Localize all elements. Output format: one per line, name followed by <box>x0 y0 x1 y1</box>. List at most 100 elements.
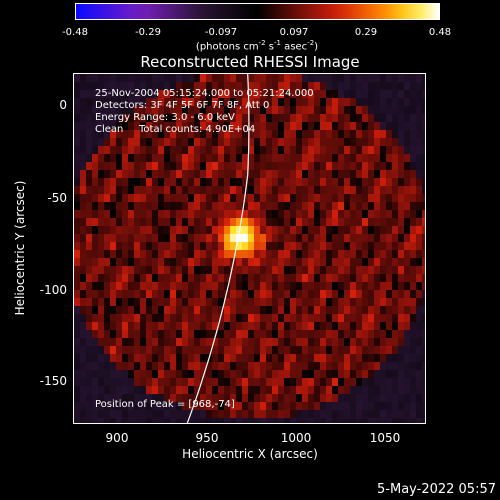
heatmap-cell <box>374 186 381 195</box>
heatmap-cell <box>266 250 273 259</box>
heatmap-cell <box>338 306 345 315</box>
heatmap-cell <box>230 210 237 219</box>
heatmap-cell <box>254 290 261 299</box>
heatmap-cell <box>170 178 177 187</box>
heatmap-cell <box>398 162 405 171</box>
heatmap-cell <box>110 394 117 403</box>
heatmap-cell <box>314 114 321 123</box>
heatmap-cell <box>128 298 135 307</box>
heatmap-cell <box>116 258 123 267</box>
heatmap-cell <box>296 282 303 291</box>
heatmap-cell <box>290 274 297 283</box>
heatmap-cell <box>380 74 387 83</box>
heatmap-cell <box>296 362 303 371</box>
heatmap-cell <box>200 210 207 219</box>
heatmap-cell <box>338 130 345 139</box>
heatmap-cell <box>332 258 339 267</box>
heatmap-cell <box>224 242 231 251</box>
heatmap-cell <box>188 290 195 299</box>
heatmap-cell <box>128 354 135 363</box>
heatmap-cell <box>230 202 237 211</box>
heatmap-cell <box>182 418 189 423</box>
heatmap-cell <box>248 418 255 423</box>
heatmap-cell <box>254 202 261 211</box>
heatmap-cell <box>314 82 321 91</box>
heatmap-cell <box>332 306 339 315</box>
heatmap-cell <box>122 370 129 379</box>
heatmap-cell <box>158 370 165 379</box>
heatmap-cell <box>230 114 237 123</box>
heatmap-cell <box>278 210 285 219</box>
heatmap-cell <box>248 178 255 187</box>
heatmap-cell <box>176 338 183 347</box>
heatmap-cell <box>284 274 291 283</box>
heatmap-cell <box>404 122 411 131</box>
heatmap-cell <box>140 282 147 291</box>
heatmap-cell <box>338 98 345 107</box>
heatmap-cell <box>146 194 153 203</box>
heatmap-cell <box>110 170 117 179</box>
heatmap-cell <box>260 362 267 371</box>
heatmap-cell <box>248 258 255 267</box>
heatmap-cell <box>224 170 231 179</box>
heatmap-cell <box>116 162 123 171</box>
heatmap-cell <box>158 178 165 187</box>
heatmap-cell <box>350 218 357 227</box>
heatmap-cell <box>236 194 243 203</box>
heatmap-cell <box>380 250 387 259</box>
heatmap-cell <box>320 346 327 355</box>
heatmap-cell <box>80 338 87 347</box>
heatmap-cell <box>140 266 147 275</box>
heatmap-cell <box>230 354 237 363</box>
heatmap-cell <box>338 346 345 355</box>
heatmap-cell <box>374 234 381 243</box>
heatmap-cell <box>260 378 267 387</box>
heatmap-cell <box>116 418 123 423</box>
heatmap-cell <box>392 354 399 363</box>
heatmap-cell <box>158 106 165 115</box>
heatmap-cell <box>74 154 81 163</box>
heatmap-cell <box>404 242 411 251</box>
colorbar-tick: 0.29 <box>354 27 378 38</box>
heatmap-cell <box>260 186 267 195</box>
heatmap-cell <box>392 170 399 179</box>
heatmap-cell <box>260 370 267 379</box>
heatmap-cell <box>260 234 267 243</box>
heatmap-cell <box>128 418 135 423</box>
heatmap-cell <box>380 322 387 331</box>
heatmap-cell <box>170 266 177 275</box>
heatmap-cell <box>302 82 309 91</box>
y-axis-label: Heliocentric Y (arcsec) <box>13 180 27 316</box>
heatmap-cell <box>338 170 345 179</box>
heatmap-cell <box>368 234 375 243</box>
heatmap-cell <box>164 234 171 243</box>
heatmap-cell <box>260 138 267 147</box>
heatmap-cell <box>398 370 405 379</box>
heatmap-cell <box>308 186 315 195</box>
heatmap-cell <box>422 418 425 423</box>
heatmap-cell <box>272 114 279 123</box>
heatmap-cell <box>332 130 339 139</box>
heatmap-cell <box>194 370 201 379</box>
heatmap-cell <box>140 90 147 99</box>
heatmap-cell <box>230 330 237 339</box>
heatmap-cell <box>218 154 225 163</box>
heatmap-cell <box>86 314 93 323</box>
heatmap-cell <box>320 74 327 83</box>
heatmap-cell <box>254 106 261 115</box>
heatmap-cell <box>218 250 225 259</box>
heatmap-cell <box>266 138 273 147</box>
heatmap-cell <box>248 122 255 131</box>
heatmap-cell <box>164 114 171 123</box>
heatmap-cell <box>170 282 177 291</box>
heatmap-cell <box>362 370 369 379</box>
heatmap-cell <box>242 138 249 147</box>
heatmap-cell <box>74 178 81 187</box>
heatmap-cell <box>350 226 357 235</box>
heatmap-cell <box>410 378 417 387</box>
heatmap-cell <box>296 298 303 307</box>
heatmap-cell <box>260 178 267 187</box>
heatmap-cell <box>410 178 417 187</box>
heatmap-cell <box>158 282 165 291</box>
heatmap-cell <box>308 234 315 243</box>
